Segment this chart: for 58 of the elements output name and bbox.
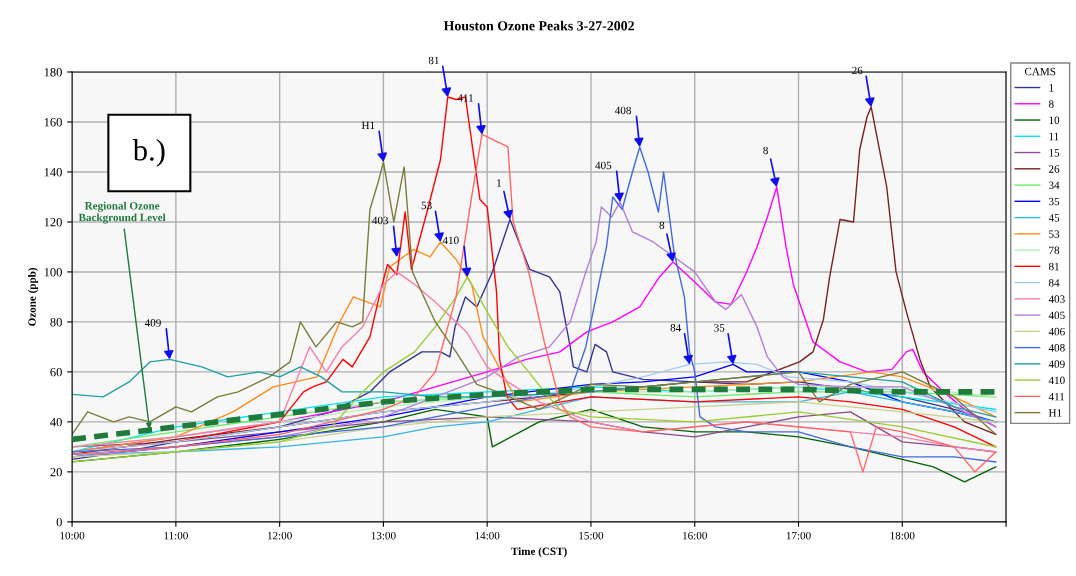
x-tick-label: 13:00: [371, 531, 396, 540]
x-axis-title: Time (CST): [511, 547, 567, 558]
legend-label: 410: [1048, 376, 1065, 385]
legend-label: 45: [1048, 214, 1060, 222]
legend-label: 8: [1048, 100, 1054, 108]
legend-label: 84: [1048, 279, 1060, 287]
x-tick-label: 15:00: [579, 531, 604, 540]
y-tick-label: 140: [44, 167, 62, 177]
y-tick-label: 100: [44, 267, 62, 277]
legend-label: 34: [1049, 181, 1060, 190]
annotation: 84: [670, 324, 682, 332]
legend-title: CAMS: [1024, 67, 1056, 76]
legend-label: 78: [1049, 246, 1060, 255]
legend-label: 411: [1048, 392, 1065, 401]
legend-label: 409: [1048, 360, 1065, 368]
y-axis-title: Ozone (ppb): [27, 267, 39, 326]
legend-label: H1: [1048, 409, 1062, 417]
legend-label: 1: [1049, 84, 1054, 92]
annotation: 405: [595, 161, 612, 170]
annotation: 1: [497, 179, 502, 187]
annotation: 35: [714, 324, 725, 332]
legend-label: 26: [1049, 165, 1060, 173]
legend-label: 408: [1048, 344, 1065, 352]
legend-label: 11: [1049, 132, 1059, 141]
legend-label: 81: [1048, 262, 1059, 271]
x-tick-label: 12:00: [267, 531, 292, 540]
annotation: 408: [614, 106, 631, 115]
annotation: 409: [144, 319, 161, 327]
x-tick-label: 14:00: [475, 531, 500, 540]
y-tick-label: 180: [44, 68, 62, 77]
annotation: 8: [763, 146, 768, 155]
legend-label: 10: [1049, 116, 1060, 125]
y-tick-label: 40: [50, 417, 62, 427]
legend-label: 35: [1049, 197, 1060, 206]
annotation: 8: [659, 221, 665, 230]
x-tick-label: 11:00: [164, 531, 188, 540]
x-tick-label: 18:00: [890, 531, 915, 540]
legend-label: 403: [1048, 295, 1065, 303]
y-tick-label: 60: [50, 367, 62, 377]
annotation: 81: [428, 56, 439, 65]
annotation: 410: [442, 236, 459, 245]
y-tick-label: 160: [44, 118, 62, 127]
x-tick-label: 16:00: [683, 531, 707, 540]
chart-title: Houston Ozone Peaks 3-27-2002: [443, 20, 634, 31]
x-tick-label: 17:00: [786, 531, 811, 540]
annotation: 403: [372, 216, 389, 225]
y-tick-label: 20: [50, 467, 62, 477]
annotation: Regional Ozone Background Level: [78, 201, 166, 224]
x-tick-label: 10:00: [60, 531, 85, 540]
y-tick-label: 80: [50, 317, 62, 327]
y-tick-label: 0: [56, 517, 62, 527]
legend-label: 53: [1049, 230, 1060, 238]
legend-label: 15: [1049, 149, 1060, 157]
annotation: H1: [361, 121, 375, 130]
legend-label: 405: [1048, 311, 1065, 320]
legend-label: 406: [1048, 327, 1065, 336]
y-tick-label: 120: [44, 217, 62, 227]
annotation: b.): [132, 139, 165, 167]
